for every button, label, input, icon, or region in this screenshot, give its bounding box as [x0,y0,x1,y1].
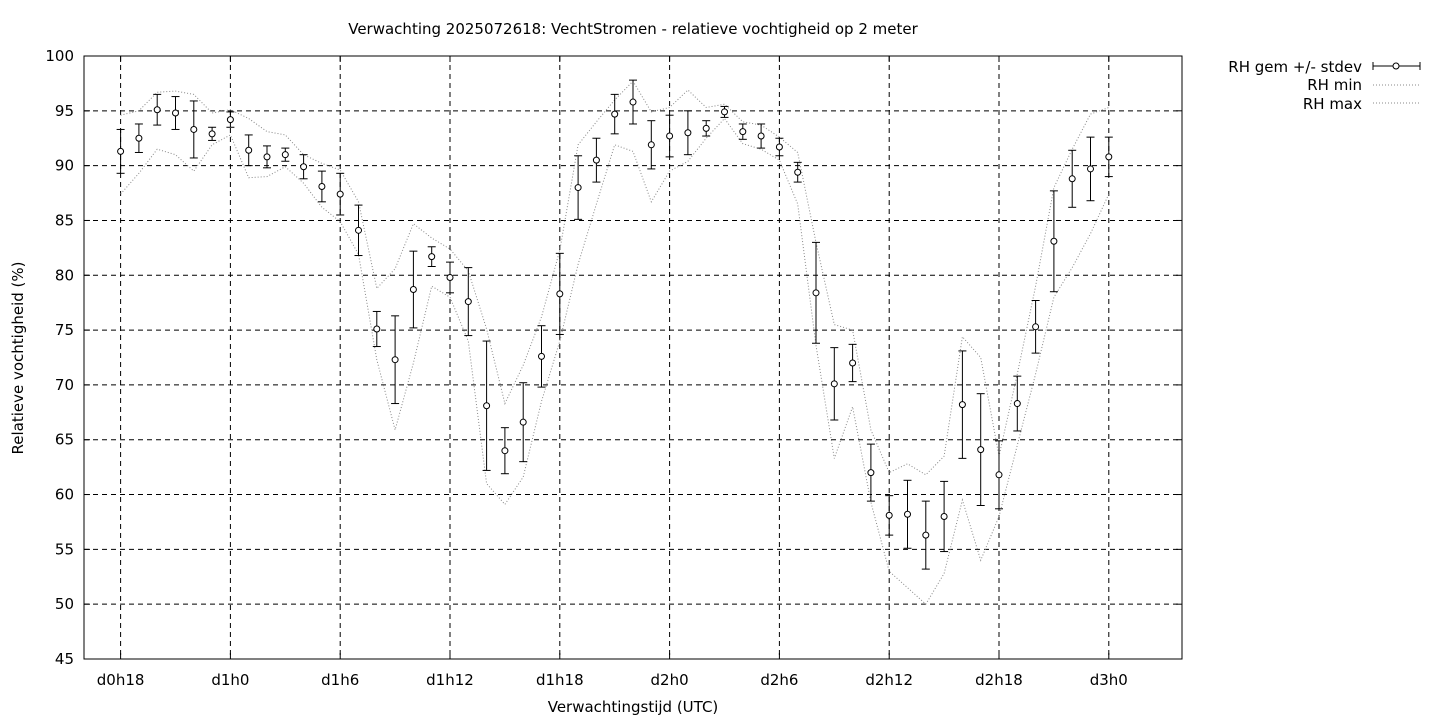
mean-point [592,156,600,164]
mean-point [318,182,326,190]
mean-point [1032,323,1040,331]
mean-point [995,471,1003,479]
mean-point [519,418,527,426]
mean-point [208,130,216,138]
mean-point [483,402,491,410]
x-tick-label: d1h6 [321,671,359,689]
x-tick-label: d2h18 [975,671,1023,689]
mean-point [1013,400,1021,408]
mean-point [391,356,399,364]
mean-point [757,132,765,140]
mean-point [446,273,454,281]
mean-point [464,298,472,306]
series-rh-mean [116,79,1113,570]
legend-key-mean [1372,62,1421,70]
y-tick-label: 80 [55,266,74,284]
mean-point [409,286,417,294]
mean-point [1050,237,1058,245]
y-tick-label: 75 [55,321,74,339]
mean-point [977,446,985,454]
mean-point [501,447,509,455]
mean-point [538,352,545,360]
mean-point [263,153,271,161]
mean-point [355,226,362,234]
y-tick-label: 45 [55,650,74,668]
mean-point [574,184,582,192]
legend-label-mean: RH gem +/- stdev [1228,58,1362,76]
y-tick-label: 95 [55,102,74,120]
x-tick-label: d1h18 [536,671,584,689]
y-tick-label: 90 [55,157,74,175]
x-tick-label: d3h0 [1090,671,1128,689]
mean-point [172,109,179,117]
mean-point [830,380,838,388]
mean-point [867,469,875,477]
mean-point [245,146,253,154]
x-tick-label: d2h12 [865,671,913,689]
chart-title: Verwachting 2025072618: VechtStromen - r… [348,20,918,38]
mean-point [226,116,234,124]
mean-point [428,253,436,261]
y-tick-label: 50 [55,595,74,613]
mean-point [702,124,710,132]
legend-label-max: RH max [1303,95,1362,113]
mean-point [721,108,728,116]
mean-point [1087,165,1094,173]
x-axis-label: Verwachtingstijd (UTC) [548,698,719,716]
mean-point [556,290,564,298]
mean-point [1068,175,1076,183]
plot-frame [83,55,1183,660]
mean-point [190,125,198,133]
y-axis-label: Relatieve vochtigheid (%) [9,261,27,454]
x-tick-label: d1h12 [426,671,474,689]
mean-point [117,147,125,155]
y-tick-label: 55 [55,540,74,558]
mean-point [922,531,930,539]
mean-point [684,129,692,137]
x-tick-label: d1h0 [211,671,249,689]
mean-point [373,325,381,333]
mean-point [940,512,948,520]
y-tick-label: 65 [55,431,74,449]
y-tick-label: 70 [55,376,74,394]
rh-max-line [120,80,1109,476]
series-rh-max [120,80,1109,476]
mean-point [629,98,637,106]
y-tick-label: 60 [55,486,74,504]
mean-point [153,106,161,114]
mean-point [281,151,289,159]
series-rh-min [120,117,1110,605]
y-tick-label: 100 [45,47,74,65]
mean-point [812,289,820,297]
mean-point [849,359,857,367]
mean-point [958,401,966,409]
mean-point [336,190,344,198]
mean-point [739,128,747,136]
legend: RH gem +/- stdev RH min RH max [1228,58,1421,113]
x-axis: d0h18 d1h0 d1h6 d1h12 d1h18 d2h0 d2h6 d2h12 d2h1… [97,56,1128,689]
rh-min-line [120,117,1110,605]
mean-point [647,141,655,149]
x-tick-label: d2h0 [651,671,689,689]
x-tick-label: d2h6 [760,671,798,689]
mean-point [611,110,619,118]
y-tick-label: 85 [55,211,74,229]
y-axis: 45 50 55 60 65 70 75 80 85 90 95 100 [45,47,1182,668]
x-tick-label: d0h18 [97,671,145,689]
mean-point [885,511,893,519]
mean-point [300,163,308,171]
mean-point [904,510,911,518]
mean-point [775,143,783,151]
mean-point [135,134,143,142]
legend-label-min: RH min [1307,76,1362,94]
mean-point [666,132,674,140]
mean-point [1105,153,1113,161]
mean-point [794,168,802,176]
